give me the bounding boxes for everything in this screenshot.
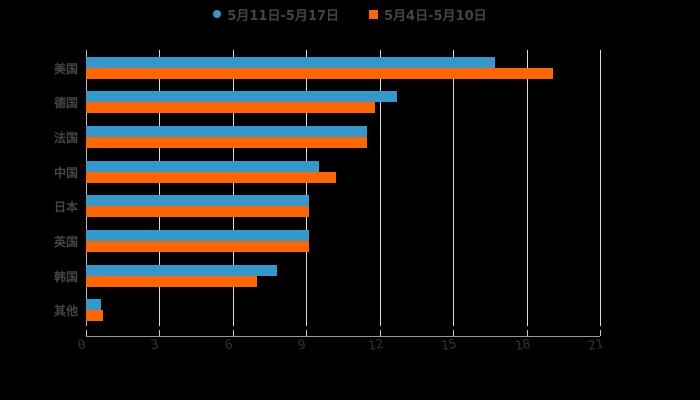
bar[interactable] (86, 299, 101, 311)
legend-item-series-1[interactable]: 5月11日-5月17日 (213, 4, 339, 24)
bar[interactable] (86, 136, 368, 148)
bar[interactable] (86, 67, 554, 79)
bar[interactable] (86, 91, 397, 103)
x-tick-label: 18 (513, 336, 532, 355)
bar[interactable] (86, 125, 368, 137)
y-category-label: 德国 (53, 96, 78, 111)
x-tick-label: 3 (150, 337, 161, 354)
legend-marker-square-icon (369, 9, 379, 19)
legend-label: 5月11日-5月17日 (227, 8, 340, 24)
axis-tick (453, 330, 455, 336)
axis-tick (232, 330, 234, 336)
gridline (86, 50, 87, 326)
legend-item-series-2[interactable]: 5月4日-5月10日 (369, 4, 487, 24)
bar[interactable] (86, 310, 104, 322)
y-category-label: 中国 (53, 165, 78, 180)
x-tick-label: 0 (76, 337, 88, 354)
legend-label: 5月4日-5月10日 (384, 8, 487, 24)
gridline (306, 50, 308, 326)
y-category-label: 其他 (53, 304, 78, 319)
bar[interactable] (86, 171, 336, 183)
y-category-label: 日本 (53, 200, 78, 215)
x-tick-label: 15 (439, 336, 458, 355)
gridline (600, 50, 601, 326)
bar[interactable] (86, 241, 309, 252)
y-category-label: 英国 (53, 235, 78, 249)
bar[interactable] (86, 264, 277, 276)
axis-tick (306, 330, 308, 336)
legend: 5月11日-5月17日 5月4日-5月10日 (0, 4, 700, 24)
bar[interactable] (86, 275, 258, 287)
bar[interactable] (86, 206, 309, 218)
bar[interactable] (86, 230, 309, 241)
bar[interactable] (86, 195, 309, 207)
gridline (526, 50, 528, 326)
x-tick-label: 21 (586, 336, 605, 355)
axis-tick (526, 330, 528, 336)
bar[interactable] (86, 102, 375, 114)
axis-tick (86, 330, 87, 336)
gridline (379, 50, 381, 326)
y-category-label: 法国 (53, 130, 78, 145)
gridline (232, 50, 234, 326)
x-axis (86, 336, 600, 337)
axis-tick (379, 330, 381, 336)
bar[interactable] (86, 56, 495, 68)
gridline (453, 50, 455, 326)
y-category-label: 韩国 (53, 269, 78, 284)
bar[interactable] (86, 160, 319, 172)
x-tick-label: 6 (223, 337, 234, 354)
legend-marker-circle-icon (213, 10, 222, 18)
x-tick-label: 12 (366, 336, 385, 355)
axis-tick (600, 330, 601, 336)
axis-tick (159, 330, 161, 336)
gridline (159, 50, 161, 326)
y-category-label: 美国 (53, 61, 78, 76)
x-tick-label: 9 (297, 337, 308, 354)
